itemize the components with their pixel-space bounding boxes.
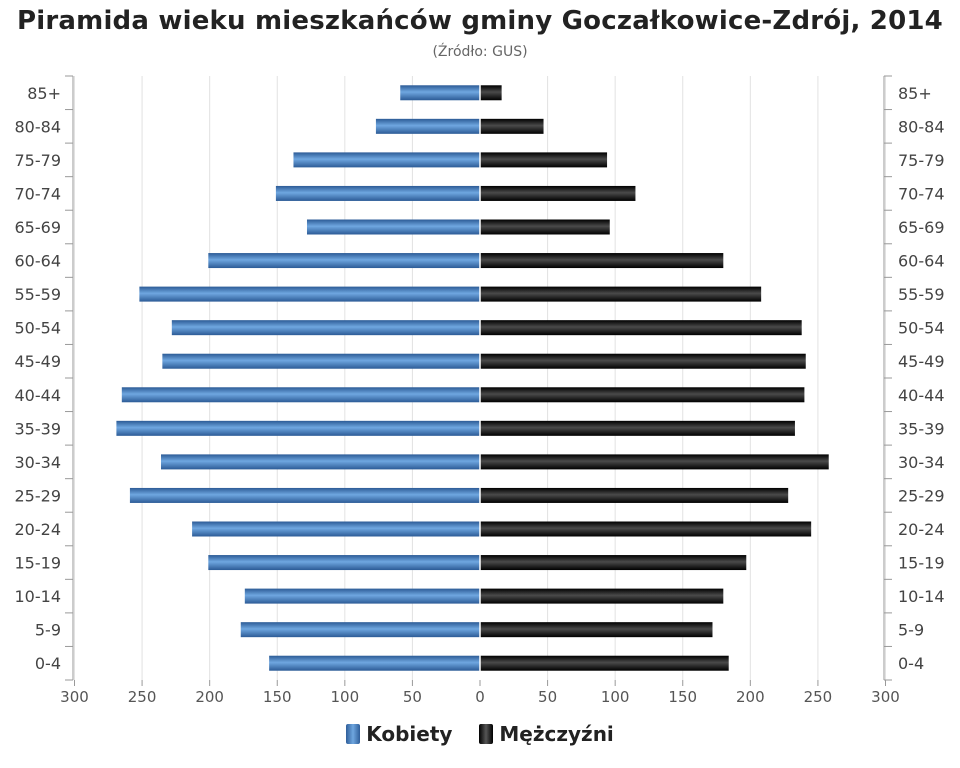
category-label-right: 55-59	[898, 285, 945, 304]
x-tick-label: 300	[871, 688, 900, 706]
bar-mezczyzni	[480, 353, 806, 369]
bar-mezczyzni	[480, 320, 802, 336]
bar-kobiety	[269, 655, 480, 671]
category-label-right: 50-54	[898, 319, 945, 338]
x-tick-label: 250	[128, 688, 157, 706]
bar-kobiety	[208, 555, 480, 571]
category-label-left: 80-84	[15, 117, 62, 136]
bar-mezczyzni	[480, 655, 729, 671]
bar-mezczyzni	[480, 487, 789, 503]
legend-swatch-mezczyzni	[479, 724, 494, 744]
bar-mezczyzni	[480, 387, 805, 403]
category-label-left: 20-24	[15, 520, 62, 539]
legend-item-kobiety[interactable]: Kobiety	[346, 722, 452, 746]
category-label-right: 20-24	[898, 520, 945, 539]
x-tick-label: 200	[195, 688, 224, 706]
category-label-right: 60-64	[898, 252, 945, 271]
category-label-left: 60-64	[15, 252, 62, 271]
category-label-right: 85+	[898, 84, 932, 103]
category-label-right: 30-34	[898, 453, 945, 472]
category-label-left: 5-9	[35, 621, 61, 640]
category-label-right: 40-44	[898, 386, 945, 405]
bar-mezczyzni	[480, 253, 724, 269]
bar-mezczyzni	[480, 521, 812, 537]
x-tick-label: 150	[263, 688, 292, 706]
category-label-left: 10-14	[15, 587, 62, 606]
bar-kobiety	[129, 487, 480, 503]
bar-mezczyzni	[480, 185, 636, 201]
bar-kobiety	[244, 588, 480, 604]
category-label-right: 25-29	[898, 486, 945, 505]
bar-kobiety	[275, 185, 480, 201]
x-tick-label: 0	[475, 688, 485, 706]
category-label-right: 70-74	[898, 184, 945, 203]
bar-kobiety	[162, 353, 480, 369]
bar-kobiety	[306, 219, 480, 235]
x-tick-label: 250	[804, 688, 833, 706]
category-label-left: 25-29	[15, 486, 62, 505]
bar-mezczyzni	[480, 454, 829, 470]
bar-kobiety	[240, 622, 480, 638]
bar-kobiety	[375, 118, 480, 134]
category-label-right: 10-14	[898, 587, 945, 606]
category-label-left: 40-44	[15, 386, 62, 405]
bar-mezczyzni	[480, 286, 762, 302]
category-label-left: 55-59	[15, 285, 62, 304]
category-label-right: 5-9	[898, 621, 924, 640]
category-label-left: 0-4	[35, 654, 61, 673]
bar-kobiety	[121, 387, 480, 403]
bar-kobiety	[293, 152, 480, 168]
legend-label-mezczyzni: Mężczyźni	[499, 722, 614, 746]
bar-mezczyzni	[480, 588, 724, 604]
category-label-left: 85+	[27, 84, 61, 103]
bar-kobiety	[161, 454, 481, 470]
chart-subtitle: (Źródło: GUS)	[432, 44, 528, 60]
bar-kobiety	[139, 286, 480, 302]
bar-kobiety	[208, 253, 480, 269]
legend-swatch-kobiety	[346, 724, 361, 744]
category-label-left: 75-79	[15, 151, 62, 170]
bar-mezczyzni	[480, 555, 747, 571]
category-label-right: 15-19	[898, 554, 945, 573]
category-label-right: 75-79	[898, 151, 945, 170]
bar-mezczyzni	[480, 85, 502, 101]
bar-mezczyzni	[480, 219, 610, 235]
x-tick-label: 300	[60, 688, 89, 706]
bar-kobiety	[116, 420, 480, 436]
x-tick-label: 200	[736, 688, 765, 706]
x-tick-label: 50	[538, 688, 557, 706]
category-label-left: 65-69	[15, 218, 62, 237]
x-tick-label: 100	[331, 688, 360, 706]
category-label-left: 70-74	[15, 184, 62, 203]
category-label-right: 35-39	[898, 419, 945, 438]
bar-mezczyzni	[480, 118, 544, 134]
category-label-left: 50-54	[15, 319, 62, 338]
bar-kobiety	[171, 320, 480, 336]
category-label-left: 15-19	[15, 554, 62, 573]
x-tick-label: 50	[403, 688, 422, 706]
x-tick-label: 100	[601, 688, 630, 706]
category-label-left: 35-39	[15, 419, 62, 438]
bar-mezczyzni	[480, 420, 795, 436]
category-label-right: 45-49	[898, 352, 945, 371]
legend-label-kobiety: Kobiety	[366, 722, 453, 746]
category-label-left: 45-49	[15, 352, 62, 371]
category-label-right: 80-84	[898, 117, 945, 136]
bar-kobiety	[192, 521, 480, 537]
chart-title: Piramida wieku mieszkańców gminy Goczałk…	[17, 6, 943, 36]
bar-mezczyzni	[480, 622, 713, 638]
category-label-right: 65-69	[898, 218, 945, 237]
x-tick-label: 150	[668, 688, 697, 706]
legend: Kobiety Mężczyźni	[0, 722, 960, 749]
legend-item-mezczyzni[interactable]: Mężczyźni	[479, 722, 614, 746]
category-label-left: 30-34	[15, 453, 62, 472]
bar-kobiety	[400, 85, 480, 101]
bar-mezczyzni	[480, 152, 608, 168]
category-label-right: 0-4	[898, 654, 924, 673]
